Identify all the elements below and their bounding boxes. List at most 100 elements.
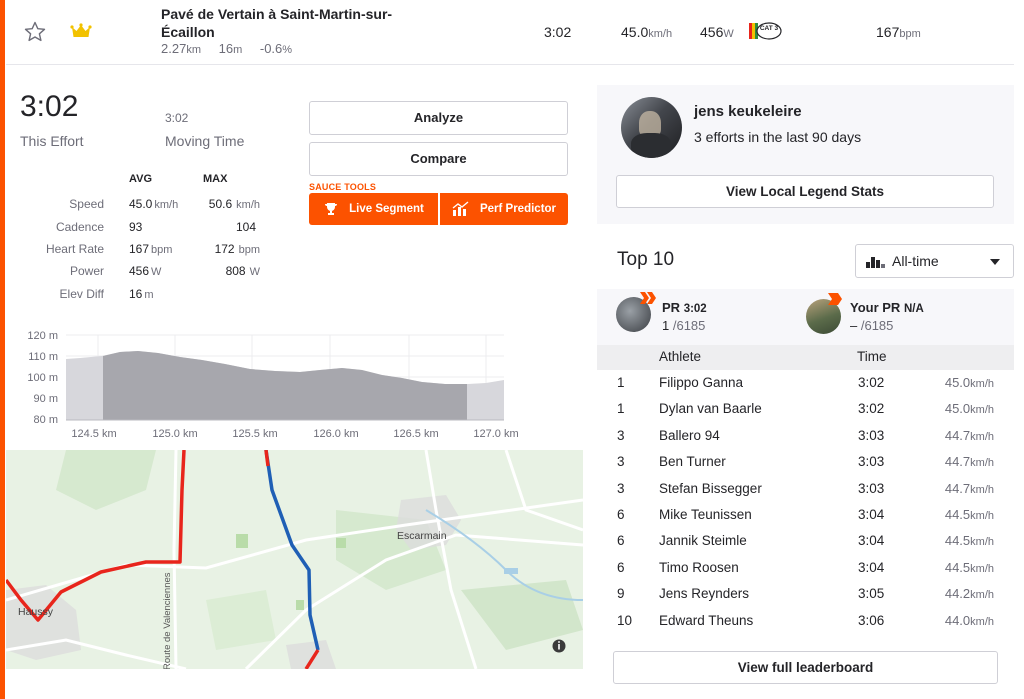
time-cell: 3:06: [858, 612, 885, 628]
speed-cell: 44.5km/h: [914, 560, 994, 575]
athlete-name[interactable]: Filippo Ganna: [659, 375, 744, 390]
time-cell: 3:02: [858, 401, 885, 417]
stat-label: Elev Diff: [59, 287, 104, 301]
stat-max-value: 808: [225, 264, 246, 278]
time-cell: 3:05: [858, 586, 885, 602]
speed-cell: 44.5km/h: [914, 533, 994, 548]
speed-unit: km/h: [970, 562, 994, 575]
speed-cell: 44.7km/h: [914, 428, 994, 443]
y-axis-labels: 120 m 110 m 100 m 90 m 80 m: [27, 330, 58, 426]
speed-cell: 44.2km/h: [914, 586, 994, 601]
stat-max: 808 W: [226, 264, 260, 278]
segment-hr-unit: bpm: [899, 28, 921, 40]
star-icon[interactable]: [23, 20, 47, 44]
segment-power-val: 456: [700, 24, 724, 40]
stat-max-unit: bpm: [238, 244, 260, 256]
perf-predictor-button[interactable]: Perf Predictor: [440, 193, 568, 225]
y-tick-100: 100 m: [27, 372, 58, 384]
leaderboard-header: [597, 345, 1014, 370]
elevation-profile-effort: [103, 351, 467, 420]
stat-avg-value: 93: [129, 220, 143, 234]
category-badge-text: CAT 3: [760, 25, 779, 32]
y-tick-110: 110 m: [28, 351, 58, 363]
athlete-name[interactable]: Timo Roosen: [659, 559, 739, 575]
stat-label: Cadence: [55, 220, 104, 234]
speed-value: 44.7: [944, 427, 971, 443]
time-cell: 3:03: [858, 454, 885, 470]
segment-map[interactable]: Escarmain Haussy Route de Valenciennes: [6, 450, 583, 669]
view-local-legend-button[interactable]: View Local Legend Stats: [616, 175, 994, 208]
pr-summary: [597, 289, 1014, 345]
athlete-name[interactable]: Dylan van Baarle: [659, 401, 762, 417]
perf-predictor-label: Perf Predictor: [479, 203, 557, 215]
rank-cell: 3: [617, 427, 625, 443]
segment-name[interactable]: Pavé de Vertain à Saint-Martin-sur- Écai…: [161, 5, 421, 41]
timeframe-select[interactable]: All-time: [855, 244, 1014, 278]
sauce-tools-label: SAUCE TOOLS: [309, 182, 377, 192]
y-tick-80: 80 m: [34, 414, 58, 426]
your-rank-line: – /6185: [850, 318, 893, 333]
speed-value: 45.0: [944, 401, 971, 417]
stat-label: Speed: [69, 197, 104, 211]
athlete-name[interactable]: Edward Theuns: [659, 612, 754, 628]
athlete-name[interactable]: Mike Teunissen: [659, 507, 752, 522]
pr-time: 3:02: [683, 303, 707, 315]
bar-chart-icon: [452, 201, 469, 216]
y-tick-90: 90 m: [34, 393, 58, 405]
x-tick-126-0: 126.0 km: [313, 428, 358, 440]
pr-rank-line: 1 /6185: [662, 318, 705, 333]
stat-avg-unit: km/h: [154, 199, 179, 211]
chevron-down-icon: [990, 259, 1000, 265]
timeframe-value: All-time: [892, 253, 939, 269]
athlete-name[interactable]: Ben Turner: [659, 454, 726, 470]
speed-value: 44.5: [944, 507, 971, 522]
stat-avg-value: 45.0: [129, 197, 153, 211]
stat-max-unit: W: [249, 266, 260, 278]
map-label-escarmain: Escarmain: [397, 530, 447, 542]
legend-avatar[interactable]: [621, 97, 682, 158]
rank-cell: 9: [617, 586, 625, 602]
pr-line: PR 3:02: [662, 300, 707, 315]
live-segment-label: Live Segment: [349, 203, 424, 215]
stat-max-value: 172: [214, 242, 235, 256]
time-cell: 3:04: [858, 507, 885, 522]
moving-time-label: Moving Time: [165, 133, 245, 149]
crown-icon: [70, 22, 92, 40]
view-full-leaderboard-button[interactable]: View full leaderboard: [613, 651, 998, 684]
info-icon[interactable]: [552, 639, 566, 653]
x-tick-125-5: 125.5 km: [232, 428, 277, 440]
top10-title: Top 10: [617, 249, 675, 270]
segment-hr: 167bpm: [876, 24, 921, 40]
col-athlete: Athlete: [659, 349, 702, 364]
athlete-name[interactable]: Jens Reynders: [659, 586, 750, 602]
stat-max: 172 bpm: [215, 242, 260, 256]
athlete-name[interactable]: Ballero 94: [659, 427, 720, 443]
stat-avg-value: 167: [129, 242, 150, 256]
stat-avg-unit: W: [151, 266, 162, 278]
rank-cell: 1: [617, 401, 625, 417]
athlete-name[interactable]: Stefan Bissegger: [659, 480, 762, 496]
x-tick-127-0: 127.0 km: [473, 428, 518, 440]
speed-cell: 45.0km/h: [914, 375, 994, 390]
speed-value: 44.0: [944, 612, 971, 628]
segment-power: 456W: [700, 24, 734, 40]
speed-unit: km/h: [970, 430, 994, 443]
analyze-button[interactable]: Analyze: [309, 101, 568, 135]
your-total: /6185: [860, 318, 894, 333]
x-tick-125-0: 125.0 km: [152, 428, 197, 440]
legend-athlete-name[interactable]: jens keukeleire: [694, 103, 802, 120]
segment-hr-val: 167: [876, 24, 900, 40]
your-pr-label: Your PR: [850, 300, 901, 315]
athlete-name[interactable]: Jannik Steimle: [659, 533, 747, 549]
segment-time: 3:02: [544, 24, 572, 40]
x-axis-labels: 124.5 km 125.0 km 125.5 km 126.0 km 126.…: [71, 428, 518, 440]
effort-time-label: This Effort: [20, 133, 84, 149]
legend-efforts: 3 efforts in the last 90 days: [694, 129, 862, 145]
route-line-blue: [264, 450, 320, 651]
stat-max: [256, 287, 260, 301]
live-segment-button[interactable]: Live Segment: [309, 193, 438, 225]
pr-total: /6185: [672, 318, 706, 333]
speed-value: 44.2: [944, 586, 971, 602]
speed-unit: km/h: [970, 589, 994, 602]
compare-button[interactable]: Compare: [309, 142, 568, 176]
